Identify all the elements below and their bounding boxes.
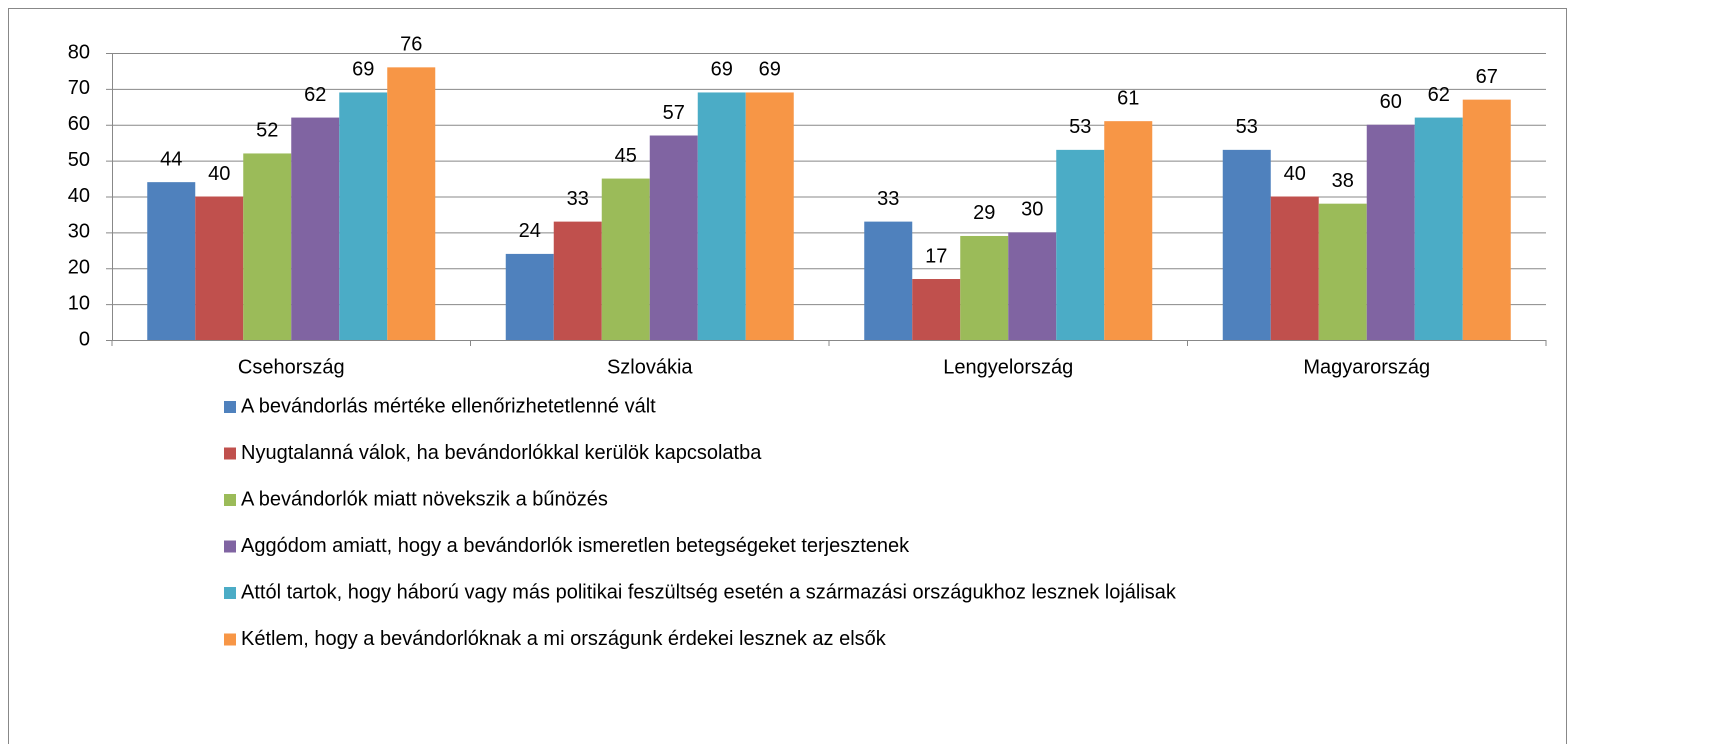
bar xyxy=(1270,196,1319,340)
y-tick-label: 30 xyxy=(68,221,90,243)
data-label: 38 xyxy=(1332,170,1354,192)
data-label: 24 xyxy=(519,220,541,242)
bar xyxy=(339,92,388,341)
bar xyxy=(1222,149,1271,340)
x-tick-label: Szlovákia xyxy=(607,356,693,378)
data-label: 45 xyxy=(615,145,637,167)
y-tick-label: 10 xyxy=(68,292,90,314)
bar xyxy=(1104,121,1153,340)
bar xyxy=(960,235,1009,340)
data-label: 61 xyxy=(1117,87,1139,109)
y-tick-label: 60 xyxy=(68,113,90,135)
y-tick-label: 40 xyxy=(68,185,90,207)
data-label: 76 xyxy=(400,34,422,56)
bar xyxy=(1462,99,1511,340)
bar xyxy=(912,279,961,340)
data-label: 40 xyxy=(208,163,230,185)
legend-label: Attól tartok, hogy háború vagy más polit… xyxy=(241,581,1177,603)
legend-swatch xyxy=(224,447,236,460)
bar xyxy=(387,67,436,340)
data-label: 17 xyxy=(925,245,947,267)
data-label: 53 xyxy=(1236,116,1258,138)
data-label: 33 xyxy=(877,188,899,210)
legend-label: Aggódom amiatt, hogy a bevándorlók ismer… xyxy=(241,535,910,557)
bar xyxy=(697,92,746,341)
x-tick-label: Magyarország xyxy=(1303,356,1430,378)
y-tick-label: 50 xyxy=(68,149,90,171)
data-label: 52 xyxy=(256,120,278,142)
bar xyxy=(195,196,244,340)
data-label: 67 xyxy=(1476,66,1498,88)
legend-label: Nyugtalanná válok, ha bevándorlókkal ker… xyxy=(241,442,762,464)
legend-label: A bevándorlás mértéke ellenőrizhetetlenn… xyxy=(241,395,656,417)
data-label: 53 xyxy=(1069,116,1091,138)
bar xyxy=(745,92,794,341)
legend-swatch xyxy=(224,540,236,553)
legend-swatch xyxy=(224,587,236,599)
bar xyxy=(1366,124,1415,340)
data-label: 69 xyxy=(711,59,733,81)
data-label: 60 xyxy=(1380,91,1402,113)
data-label: 62 xyxy=(1428,84,1450,106)
legend-label: Kétlem, hogy a bevándorlóknak a mi orszá… xyxy=(241,628,887,650)
data-label: 62 xyxy=(304,84,326,106)
bar xyxy=(291,117,340,340)
bar xyxy=(1318,203,1367,340)
legend-swatch xyxy=(224,494,236,506)
data-label: 40 xyxy=(1284,163,1306,185)
bar xyxy=(553,221,602,340)
bar xyxy=(601,178,650,340)
data-label: 69 xyxy=(759,59,781,81)
bar xyxy=(243,153,292,340)
data-label: 69 xyxy=(352,59,374,81)
bar xyxy=(505,253,554,340)
legend-label: A bevándorlók miatt növekszik a bűnözés xyxy=(241,488,608,510)
y-tick-label: 70 xyxy=(68,77,90,99)
legend-swatch xyxy=(224,633,236,646)
bar xyxy=(1056,149,1105,340)
bar xyxy=(864,221,913,340)
legend-swatch xyxy=(224,401,236,413)
data-label: 29 xyxy=(973,202,995,224)
data-label: 44 xyxy=(160,148,182,170)
data-label: 57 xyxy=(663,102,685,124)
data-label: 30 xyxy=(1021,199,1043,221)
chart-frame xyxy=(8,8,1567,744)
y-tick-label: 80 xyxy=(68,41,90,63)
x-tick-label: Csehország xyxy=(238,356,345,378)
bar xyxy=(1008,232,1057,340)
y-tick-label: 20 xyxy=(68,257,90,279)
bar xyxy=(1414,117,1463,340)
bar xyxy=(147,182,196,340)
x-tick-label: Lengyelország xyxy=(943,356,1073,378)
y-tick-label: 0 xyxy=(79,328,90,350)
data-label: 33 xyxy=(567,188,589,210)
bar xyxy=(649,135,698,340)
